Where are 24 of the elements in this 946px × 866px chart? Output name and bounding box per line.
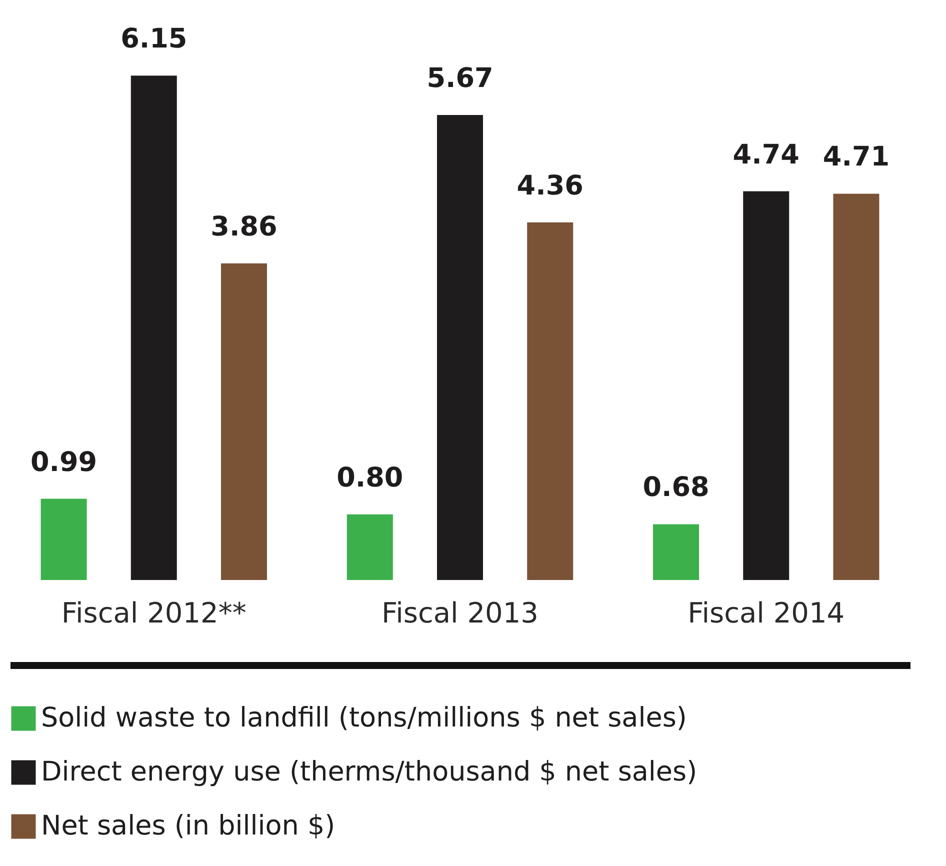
bar bbox=[346, 514, 393, 580]
bar bbox=[833, 194, 880, 580]
bar bbox=[743, 191, 790, 580]
data-label: 4.74 bbox=[732, 139, 800, 170]
data-label: 0.99 bbox=[30, 446, 98, 478]
bar bbox=[653, 524, 700, 580]
x-tick-label: Fiscal 2013 bbox=[382, 596, 538, 630]
bar bbox=[527, 222, 574, 580]
legend-label: Net sales (in billion $) bbox=[41, 810, 336, 842]
legend-label: Solid waste to landfill (tons/millions $ net sales) bbox=[41, 702, 687, 734]
x-tick-label: Fiscal 2012** bbox=[61, 596, 246, 630]
data-label: 0.68 bbox=[642, 472, 710, 504]
bar bbox=[40, 498, 87, 580]
data-label: 5.67 bbox=[426, 62, 494, 94]
data-label: 4.36 bbox=[516, 170, 584, 202]
data-label: 4.71 bbox=[822, 142, 890, 173]
data-label: 0.80 bbox=[336, 462, 404, 494]
x-tick-label: Fiscal 2014 bbox=[688, 596, 845, 630]
bar bbox=[220, 263, 267, 580]
bar bbox=[130, 76, 177, 580]
bar bbox=[437, 114, 483, 580]
data-label: 3.86 bbox=[210, 211, 278, 242]
legend-label: Direct energy use (therms/thousand $ net sales) bbox=[41, 756, 698, 788]
data-label: 6.15 bbox=[120, 24, 188, 55]
